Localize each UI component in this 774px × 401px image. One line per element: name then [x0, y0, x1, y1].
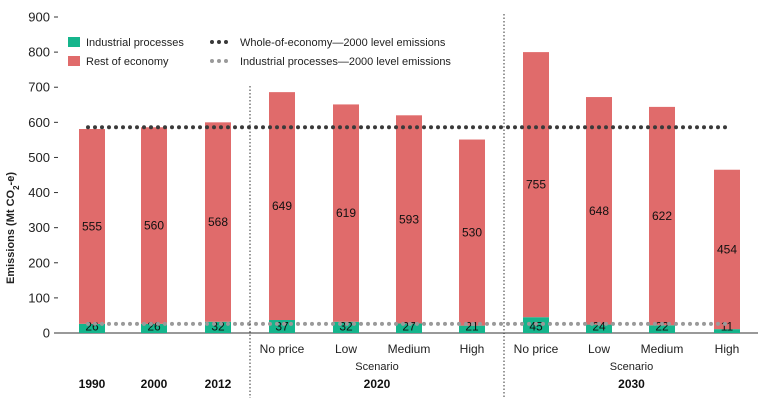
bar-rest-of-economy	[79, 129, 105, 324]
bar-industrial-processes	[396, 323, 422, 333]
y-axis-label-subscript: 2	[12, 185, 21, 190]
data-label-rest: 622	[652, 209, 672, 223]
group-separators	[249, 14, 505, 398]
data-label-industrial: 27	[402, 320, 416, 334]
bar-rest-of-economy	[459, 139, 485, 326]
bar-industrial-processes	[586, 324, 612, 333]
bar-industrial-processes	[649, 325, 675, 333]
bar-rest-of-economy	[333, 104, 359, 322]
x-category-label: No price	[260, 342, 305, 356]
data-label-rest: 568	[208, 215, 228, 229]
x-group-label: 1990	[79, 377, 106, 391]
y-tick-label: 800	[28, 45, 50, 60]
bars: 26 555 26 560 32 568 37 649 32 619 27 593 21 530 45 755…	[79, 52, 740, 334]
y-tick-label: 100	[28, 290, 50, 305]
x-category-label: Low	[335, 342, 357, 356]
legend-swatch-rest	[68, 56, 80, 66]
bar-rest-of-economy	[205, 122, 231, 322]
bar-rest-of-economy	[586, 97, 612, 325]
reference-lines	[86, 125, 732, 326]
data-label-rest: 649	[272, 199, 292, 213]
bar-industrial-processes	[459, 325, 485, 333]
bar-industrial-processes	[333, 321, 359, 333]
y-tick-label: 300	[28, 220, 50, 235]
data-label-industrial: 26	[147, 320, 161, 334]
data-label-rest: 648	[589, 204, 609, 218]
x-category-label: High	[715, 342, 740, 356]
data-label-rest: 560	[144, 219, 164, 233]
data-label-rest: 619	[336, 206, 356, 220]
data-label-industrial: 11	[721, 320, 734, 334]
data-label-rest: 454	[717, 242, 737, 256]
legend: Industrial processes Rest of economy Whole…	[68, 37, 451, 68]
bar-rest-of-economy	[649, 106, 675, 326]
data-label-industrial: 45	[529, 320, 543, 334]
y-tick-label: 0	[43, 326, 50, 341]
data-label-industrial: 26	[85, 320, 99, 334]
x-group-label: 2020	[364, 377, 391, 391]
data-label-rest: 555	[82, 219, 102, 233]
x-category-label: High	[460, 342, 485, 356]
data-label-industrial: 37	[275, 320, 289, 334]
x-group-sublabel: Scenario	[355, 361, 398, 373]
data-label-rest: 530	[462, 226, 482, 240]
data-label-rest: 755	[526, 178, 546, 192]
bar-industrial-processes	[79, 323, 105, 333]
bar-rest-of-economy	[396, 115, 422, 324]
bar-rest-of-economy	[269, 92, 295, 321]
legend-label-reference-line: Whole-of-economy—2000 level emissions	[240, 37, 446, 49]
x-category-label: Medium	[641, 342, 684, 356]
x-category-label: No price	[514, 342, 559, 356]
x-group-label: 2000	[141, 377, 168, 391]
x-group-label: 2030	[618, 377, 645, 391]
y-tick-label: 400	[28, 185, 50, 200]
legend-swatch-industrial	[68, 37, 80, 47]
y-tick-label: 200	[28, 255, 50, 270]
x-category-label: Low	[588, 342, 610, 356]
legend-label-industrial: Industrial processes	[86, 37, 184, 49]
data-label-industrial: 32	[211, 320, 225, 334]
x-group-sublabel: Scenario	[610, 361, 653, 373]
y-axis-label: Emissions (Mt CO2-e)	[5, 172, 21, 284]
x-axis-labels: 1990 2000 2012 No price Low Medium High No pric…	[79, 342, 740, 391]
bar-rest-of-economy	[523, 52, 549, 318]
data-label-industrial: 22	[655, 320, 669, 334]
data-label-rest: 593	[399, 212, 419, 226]
legend-label-reference-line: Industrial processes—2000 level emission…	[240, 56, 451, 68]
y-tick-label: 700	[28, 80, 50, 95]
data-label-industrial: 24	[592, 320, 606, 334]
x-group-label: 2012	[205, 377, 232, 391]
y-axis: 0 100 200 300 400 500 600 700 800 900	[28, 10, 758, 341]
bar-industrial-processes	[714, 329, 740, 333]
x-category-label: Medium	[388, 342, 431, 356]
legend-label-rest: Rest of economy	[86, 56, 169, 68]
data-label-industrial: 21	[465, 320, 479, 334]
bar-industrial-processes	[141, 323, 167, 333]
y-tick-label: 500	[28, 150, 50, 165]
y-tick-label: 900	[28, 10, 50, 25]
y-tick-label: 600	[28, 115, 50, 130]
bar-rest-of-economy	[714, 169, 740, 330]
bar-rest-of-economy	[141, 127, 167, 324]
bar-industrial-processes	[205, 321, 231, 333]
data-label-industrial: 32	[339, 320, 353, 334]
